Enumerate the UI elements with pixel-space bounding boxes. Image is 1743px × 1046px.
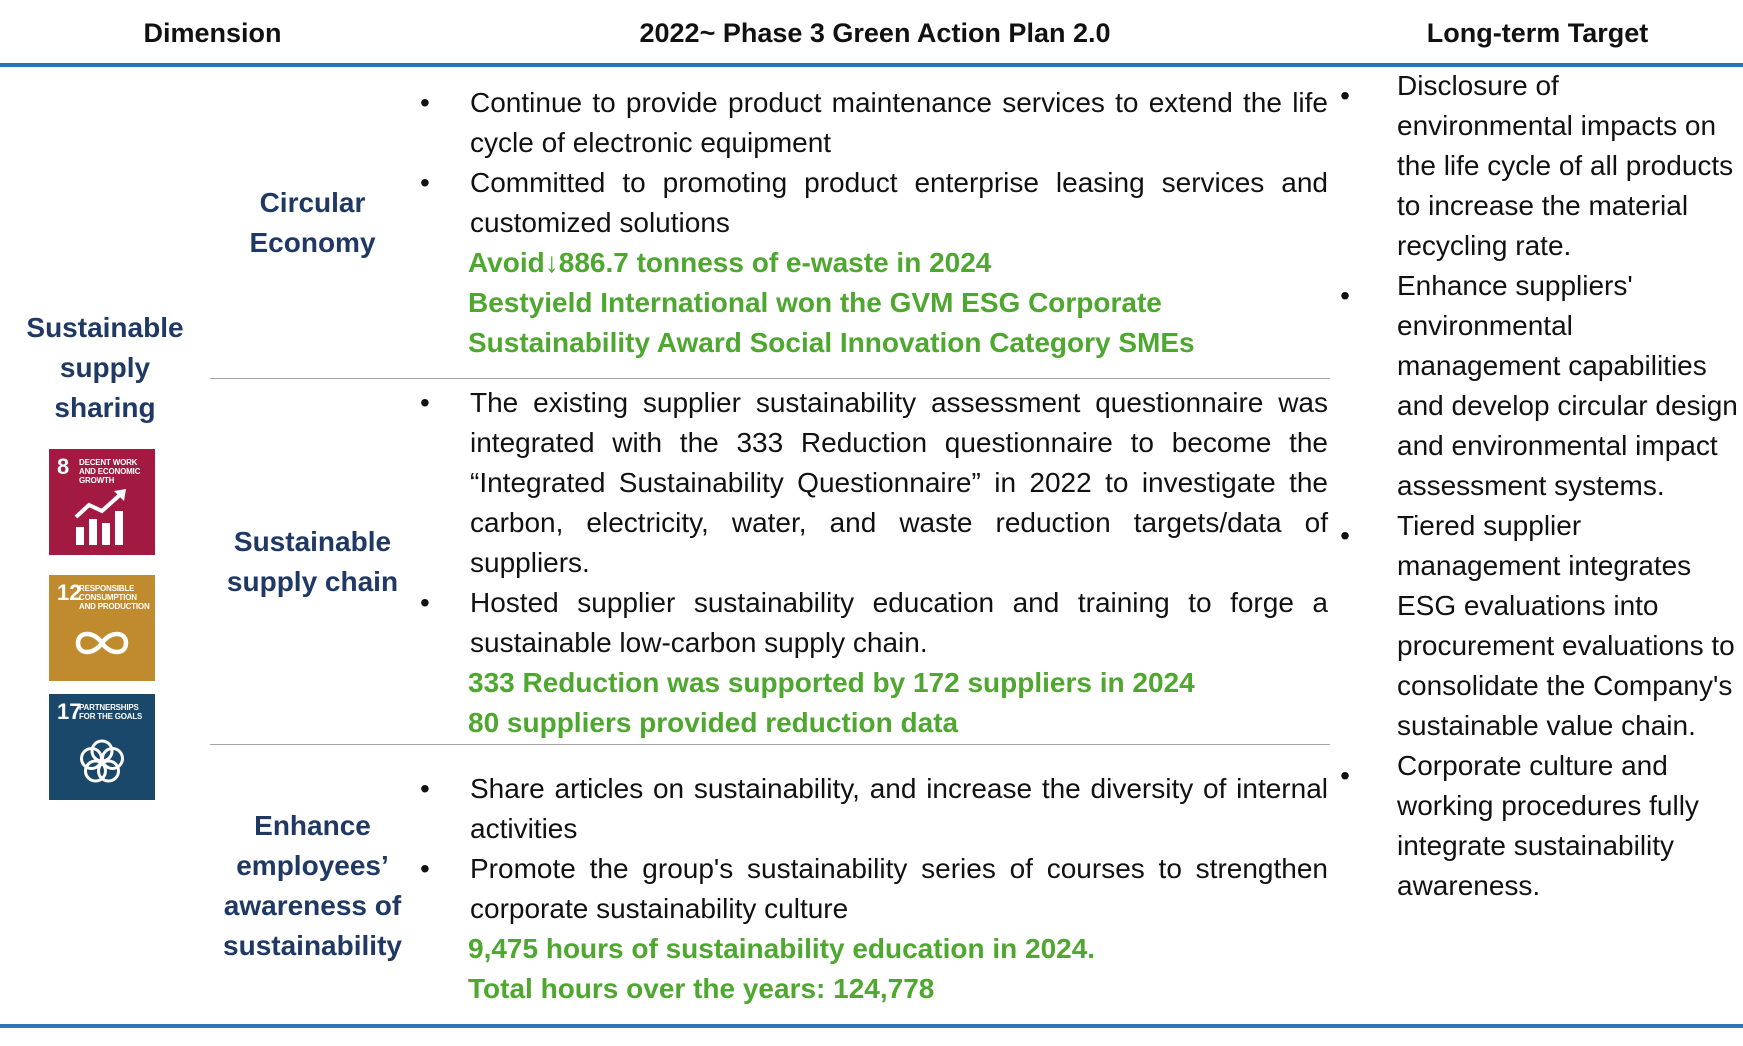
sdg-17-tile: 17 PARTNERSHIPS FOR THE GOALS bbox=[49, 694, 155, 800]
target-bullet: • Enhance suppliers' environmental manag… bbox=[1335, 266, 1740, 506]
header-rule bbox=[0, 63, 1743, 67]
sdg-text: DECENT WORK AND ECONOMIC GROWTH bbox=[79, 458, 141, 485]
bullet-text: Continue to provide product maintenance … bbox=[470, 87, 1328, 158]
target-bullet: • Tiered supplier management integrates … bbox=[1335, 506, 1740, 746]
header-plan: 2022~ Phase 3 Green Action Plan 2.0 bbox=[639, 18, 1111, 48]
target-bullet: • Disclosure of environmental impacts on… bbox=[1335, 66, 1740, 266]
bullet-text: Promote the group's sustainability serie… bbox=[470, 853, 1328, 924]
result-highlight: Bestyield International won the GVM ESG … bbox=[468, 287, 1162, 318]
plan-bullet: • Hosted supplier sustainability educati… bbox=[420, 583, 1328, 663]
bullet-dot: • bbox=[1340, 80, 1350, 111]
bullet-dot: • bbox=[1340, 280, 1350, 311]
result-highlight: 80 suppliers provided reduction data bbox=[468, 707, 959, 738]
sdg-number: 8 bbox=[57, 454, 70, 479]
plan-block-circular-economy: • Continue to provide product maintenanc… bbox=[420, 83, 1328, 363]
result-highlight: Avoid↓886.7 tonness of e-waste in 2024 bbox=[468, 247, 992, 278]
growth-chart-icon bbox=[74, 489, 126, 545]
dimension-title: Sustainable supply sharing bbox=[26, 312, 184, 423]
plan-bullet: • Committed to promoting product enterpr… bbox=[420, 163, 1328, 243]
section-title-employee-awareness: Enhance employees’ awareness of sustaina… bbox=[223, 810, 402, 961]
bullet-dot: • bbox=[1340, 760, 1350, 791]
infinity-loop-icon bbox=[75, 631, 129, 655]
plan-bullet: • Share articles on sustainability, and … bbox=[420, 769, 1328, 849]
plan-block-employee-awareness: • Share articles on sustainability, and … bbox=[420, 769, 1328, 1009]
header-dimension: Dimension bbox=[143, 18, 282, 48]
target-text: Corporate culture and working procedures… bbox=[1397, 750, 1699, 901]
result-highlight: 9,475 hours of sustainability education … bbox=[468, 933, 1096, 964]
sdg-12-tile: 12 RESPONSIBLE CONSUMPTION AND PRODUCTIO… bbox=[49, 575, 155, 681]
bullet-text: Share articles on sustainability, and in… bbox=[470, 773, 1328, 844]
result-highlight: Sustainability Award Social Innovation C… bbox=[468, 327, 1195, 358]
long-term-targets: • Disclosure of environmental impacts on… bbox=[1335, 66, 1740, 906]
section-divider bbox=[210, 378, 1330, 379]
flower-rings-icon bbox=[80, 739, 124, 783]
sdg-number: 17 bbox=[57, 699, 82, 724]
plan-bullet: • Continue to provide product maintenanc… bbox=[420, 83, 1328, 163]
target-bullet: • Corporate culture and working procedur… bbox=[1335, 746, 1740, 906]
plan-bullet: • Promote the group's sustainability ser… bbox=[420, 849, 1328, 929]
plan-bullet: • The existing supplier sustainability a… bbox=[420, 383, 1328, 583]
sdg-text: PARTNERSHIPS FOR THE GOALS bbox=[79, 703, 143, 721]
plan-block-supply-chain: • The existing supplier sustainability a… bbox=[420, 383, 1328, 743]
header-target: Long-term Target bbox=[1426, 18, 1649, 48]
bullet-dot: • bbox=[420, 387, 430, 418]
target-text: Disclosure of environmental impacts on t… bbox=[1397, 70, 1734, 261]
section-divider bbox=[210, 744, 1330, 745]
section-title-circular-economy: Circular Economy bbox=[249, 187, 376, 258]
bullet-dot: • bbox=[420, 167, 430, 198]
bullet-text: Hosted supplier sustainability education… bbox=[470, 587, 1328, 658]
bullet-dot: • bbox=[1340, 520, 1350, 551]
result-highlight: 333 Reduction was supported by 172 suppl… bbox=[468, 667, 1195, 698]
sdg-text: RESPONSIBLE CONSUMPTION AND PRODUCTION bbox=[79, 584, 150, 611]
result-highlight: Total hours over the years: 124,778 bbox=[468, 973, 935, 1004]
target-text: Tiered supplier management integrates ES… bbox=[1397, 510, 1735, 741]
bullet-dot: • bbox=[420, 853, 430, 884]
footer-rule bbox=[0, 1024, 1743, 1028]
section-title-sustainable-supply-chain: Sustainable supply chain bbox=[226, 526, 399, 597]
bullet-text: The existing supplier sustainability ass… bbox=[470, 387, 1328, 578]
bullet-dot: • bbox=[420, 587, 430, 618]
target-text: Enhance suppliers' environmental managem… bbox=[1397, 270, 1738, 501]
bullet-dot: • bbox=[420, 773, 430, 804]
bullet-text: Committed to promoting product enterpris… bbox=[470, 167, 1328, 238]
bullet-dot: • bbox=[420, 87, 430, 118]
sdg-8-tile: 8 DECENT WORK AND ECONOMIC GROWTH bbox=[49, 449, 155, 555]
sdg-number: 12 bbox=[57, 580, 82, 605]
